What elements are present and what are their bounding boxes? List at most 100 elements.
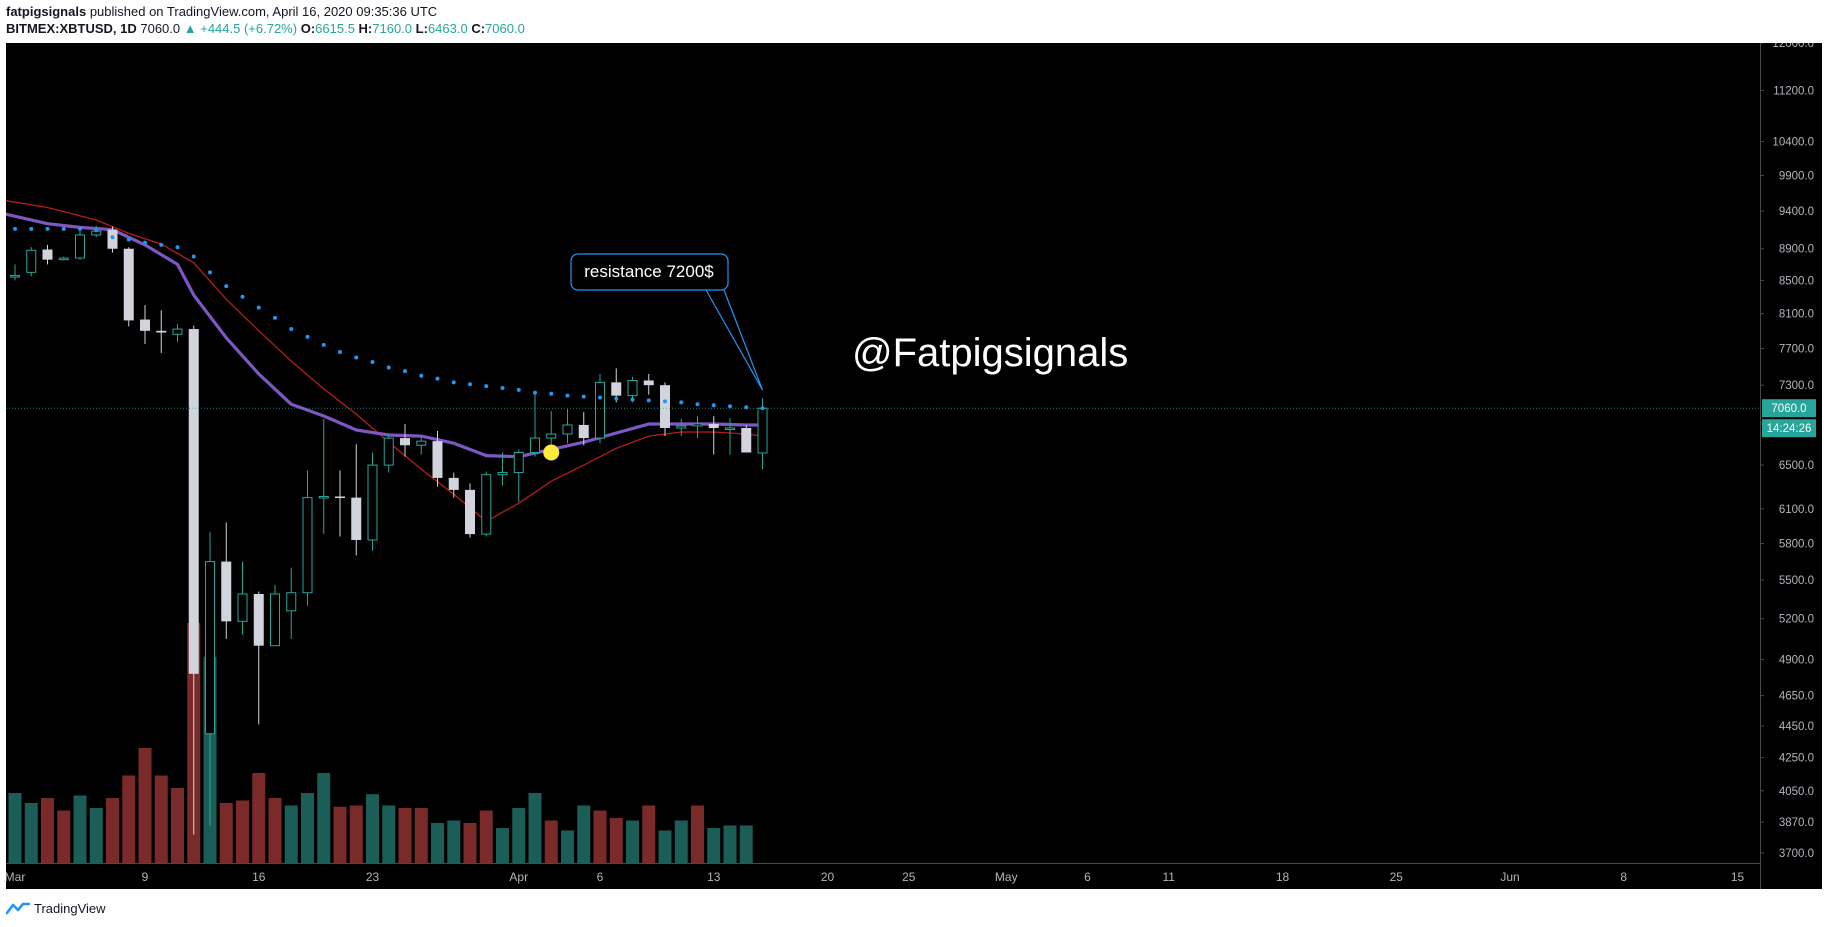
volume-bar — [739, 825, 753, 863]
psar-dot — [45, 226, 50, 231]
psar-dot — [403, 369, 407, 374]
psar-dot — [13, 226, 17, 231]
time-tick-label: 6 — [1084, 870, 1091, 884]
time-tick-label: Apr — [509, 870, 528, 884]
footer-brand-label: TradingView — [34, 900, 106, 916]
candle-body — [416, 440, 427, 446]
price-tick-label: 11200.0 — [1773, 85, 1814, 97]
volume-bar — [106, 798, 119, 863]
price-tick-label: 9400.0 — [1779, 206, 1814, 218]
volume-bar — [593, 810, 607, 863]
chart-container[interactable]: 12000.0 11200.0 10400.0 9900.0 9400.0 8900.0 8… — [0, 38, 1822, 889]
high-label: H: — [358, 21, 373, 36]
time-tick-label: 25 — [1390, 870, 1404, 884]
psar-dot — [695, 402, 700, 407]
symbol-line: BITMEX:XBTUSD, 1D 7060.0 ▲ +444.5 (+6.72… — [6, 21, 525, 36]
psar-dot — [679, 400, 684, 405]
callout-pointer — [705, 289, 764, 391]
price-axis[interactable]: 12000.0 11200.0 10400.0 9900.0 9400.0 8900.0 8… — [1760, 38, 1814, 860]
volume-bar — [317, 773, 331, 863]
psar-dot — [94, 228, 99, 233]
psar-dot — [78, 226, 82, 231]
volume-bar — [626, 820, 639, 863]
volume-bar — [496, 828, 509, 863]
psar-dot — [663, 399, 667, 404]
psar-dot — [273, 315, 277, 320]
footer-brand[interactable]: TradingView — [6, 898, 106, 918]
volume-bar — [154, 775, 168, 863]
psar-dot — [565, 393, 570, 398]
candle-body — [237, 593, 248, 622]
price-tick-label: 8100.0 — [1779, 309, 1814, 321]
publish-info: published on TradingView.com, April 16, … — [89, 4, 438, 19]
volume-bar — [674, 820, 688, 863]
psar-dot — [289, 327, 294, 332]
resistance-callout[interactable]: resistance 7200$ — [570, 253, 764, 391]
volume-bar — [122, 775, 136, 863]
candle-body — [302, 497, 313, 594]
psar-dot — [224, 284, 229, 289]
price-chart[interactable]: 12000.0 11200.0 10400.0 9900.0 9400.0 8900.0 8… — [0, 38, 1822, 889]
open-label: O: — [300, 21, 316, 36]
close-label: C: — [471, 21, 486, 36]
candle-body — [205, 561, 215, 735]
candle-body — [400, 438, 410, 446]
psar-dot — [533, 390, 537, 395]
psar-dot — [646, 398, 651, 403]
psar-dot — [338, 350, 342, 355]
candle-body — [530, 437, 540, 453]
price-tick-label: 7300.0 — [1779, 380, 1814, 392]
candle-body — [286, 592, 297, 612]
price-tick-label: 6100.0 — [1779, 504, 1814, 516]
candle-body — [75, 234, 85, 259]
time-tick-label: 11 — [1163, 870, 1176, 884]
psar-dot — [598, 395, 602, 400]
volume-bar — [463, 823, 477, 863]
volume-bar — [366, 794, 379, 863]
time-axis[interactable]: Mar 9 16 23 Apr 6 13 20 25 May 6 11 18 25 Jun 8 15 — [5, 870, 1745, 884]
psar-dot — [549, 391, 554, 396]
volume-bar — [382, 805, 396, 863]
psar-dot — [208, 270, 212, 275]
callout-text: resistance 7200$ — [584, 262, 714, 281]
countdown-badge-box — [1762, 419, 1816, 438]
psar-dot — [354, 355, 359, 360]
close-value: 7060.0 — [485, 21, 525, 36]
author-name[interactable]: fatpigsignals — [6, 4, 87, 19]
volume-bar — [236, 800, 249, 863]
signal-marker — [543, 444, 560, 461]
price-tick-label: 4450.0 — [1779, 721, 1814, 733]
psar-dot — [240, 294, 245, 299]
overlay-layer — [6, 407, 1760, 461]
price-tick-label: 4650.0 — [1779, 691, 1814, 703]
volume-bar — [561, 830, 574, 863]
volume-bar — [642, 805, 656, 863]
price-change: ▲ +444.5 (+6.72%) — [183, 21, 298, 36]
volume-bar — [691, 805, 704, 863]
candle-body — [26, 249, 37, 273]
candle-body — [10, 275, 20, 278]
price-tick-label: 10400.0 — [1772, 137, 1814, 149]
watermark-text: @Fatpigsignals — [852, 331, 1128, 375]
time-tick-label: Mar — [6, 870, 25, 884]
candle-body — [481, 474, 492, 535]
candle-body — [156, 330, 167, 333]
price-tick-label: 4250.0 — [1779, 753, 1814, 765]
tradingview-logo-icon — [6, 902, 30, 915]
candle-body — [140, 319, 150, 331]
price-tick-label: 5800.0 — [1779, 539, 1814, 551]
volume-bar — [528, 793, 542, 863]
psar-dot — [191, 254, 196, 259]
psar-dot — [305, 334, 310, 339]
time-tick-label: 13 — [707, 870, 721, 884]
psar-dot — [451, 380, 456, 385]
symbol-name[interactable]: BITMEX:XBTUSD, 1D — [6, 21, 137, 36]
psar-dot — [581, 394, 586, 399]
candle-body — [465, 489, 475, 535]
candle-body — [318, 496, 329, 499]
volume-bar — [284, 805, 298, 863]
psar-dot — [435, 376, 440, 381]
psar-dot — [143, 240, 147, 245]
candle-body — [513, 451, 524, 474]
publish-line: fatpigsignals published on TradingView.c… — [6, 4, 437, 19]
